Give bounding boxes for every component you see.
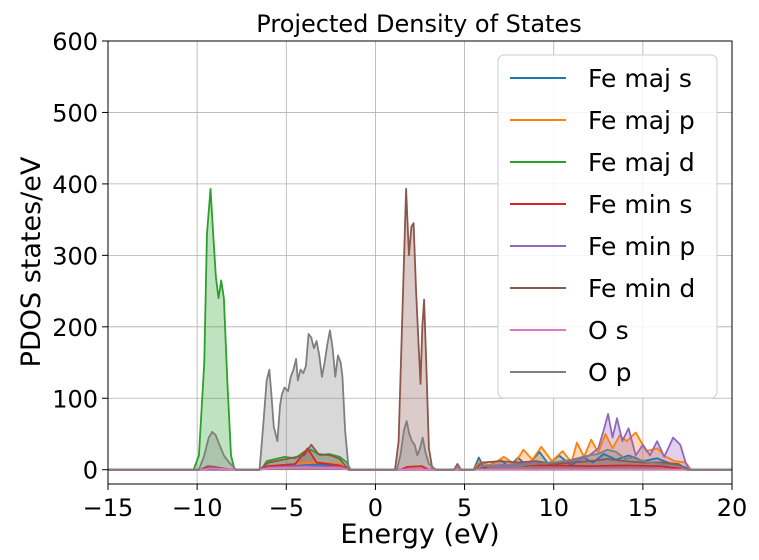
legend-label-o-s: O s [588, 316, 629, 345]
legend-label-fe-maj-d: Fe maj d [588, 148, 695, 177]
x-tick-label: −15 [83, 494, 134, 522]
y-tick-label: 600 [52, 28, 98, 56]
legend-label-o-p: O p [588, 358, 632, 387]
legend: Fe maj s Fe maj p Fe maj d Fe min s Fe min p… [497, 54, 718, 399]
legend-label-fe-min-s: Fe min s [588, 190, 692, 219]
legend-label-fe-maj-s: Fe maj s [588, 64, 692, 93]
legend-label-fe-min-p: Fe min p [588, 232, 695, 261]
legend-box [497, 54, 718, 399]
x-tick-label: 10 [538, 494, 569, 522]
y-axis-label: PDOS states/eV [16, 156, 47, 367]
legend-label-fe-min-d: Fe min d [588, 274, 695, 303]
y-tick-label: 0 [83, 457, 98, 485]
series-fill-o-p [108, 330, 732, 470]
legend-label-fe-maj-p: Fe maj p [588, 106, 695, 135]
x-tick-label: −10 [172, 494, 223, 522]
x-tick-label: 0 [368, 494, 383, 522]
y-tick-label: 200 [52, 314, 98, 342]
series-lines [108, 188, 732, 471]
y-tick-label: 500 [52, 99, 98, 127]
x-tick-label: 5 [457, 494, 472, 522]
plot-frame [107, 40, 733, 485]
y-tick-label: 100 [52, 385, 98, 413]
x-tick-label: 20 [717, 494, 748, 522]
x-tick-label: 15 [628, 494, 659, 522]
series-line-o-p [108, 329, 732, 471]
series-fill-fe-min-d [108, 188, 732, 470]
x-tick-label: −5 [269, 494, 304, 522]
y-tick-label: 400 [52, 171, 98, 199]
y-axis-ticks: 0 100 200 300 400 500 600 [52, 28, 108, 485]
chart-title: Projected Density of States [256, 10, 581, 38]
series-line-fe-min-d [108, 188, 732, 471]
x-axis-label: Energy (eV) [340, 519, 499, 550]
y-tick-label: 300 [52, 242, 98, 270]
x-axis-ticks: −15 −10 −5 0 5 10 15 20 [83, 484, 748, 522]
